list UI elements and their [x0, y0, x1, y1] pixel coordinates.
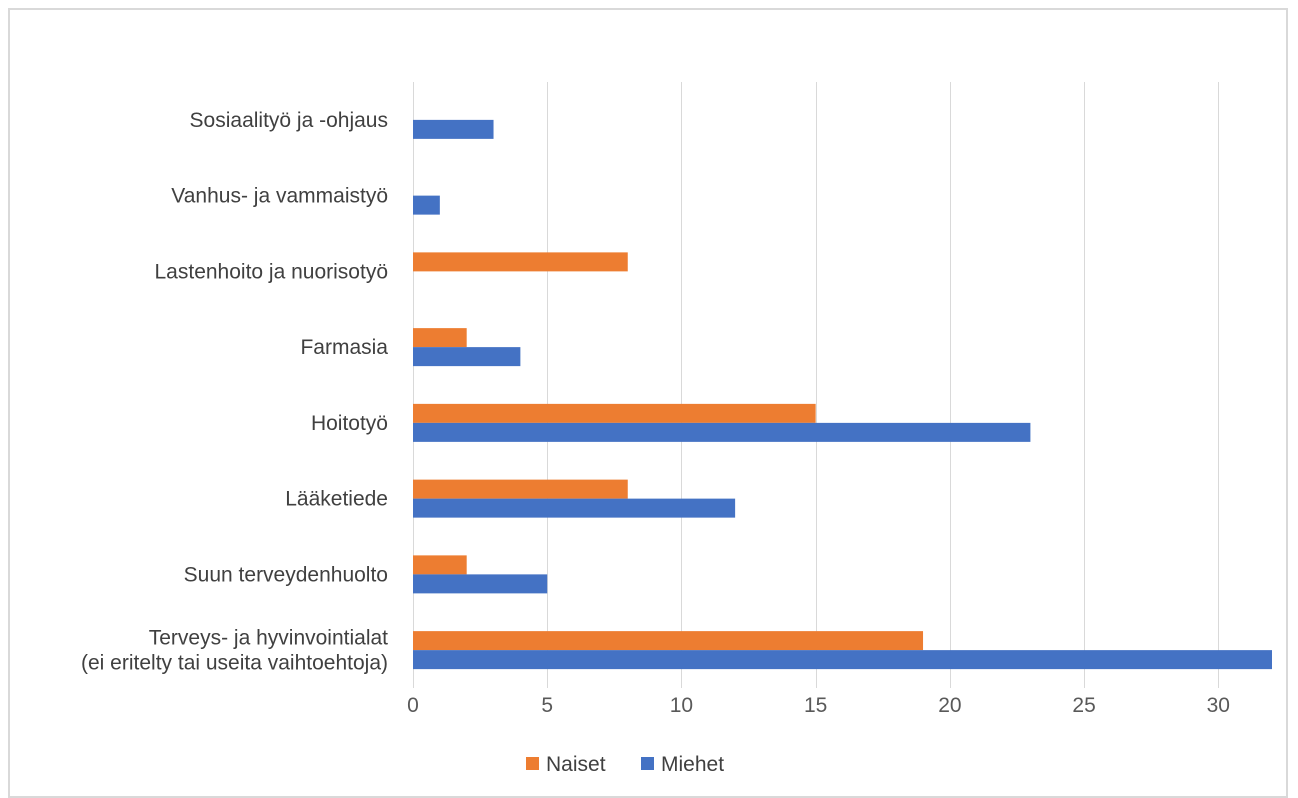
bar-miehet-6 [413, 574, 548, 594]
category-label: Terveys- ja hyvinvointialat [149, 627, 388, 650]
bar-naiset-4 [413, 403, 816, 423]
legend-label-miehet: Miehet [661, 753, 724, 776]
category-label: Farmasia [300, 336, 388, 359]
bar-miehet-7 [413, 650, 1272, 670]
bar-naiset-3 [413, 328, 467, 348]
bar-miehet-0 [413, 119, 494, 139]
legend-swatch-miehet [641, 757, 654, 770]
x-tick-labels: 0 5 10 15 20 25 30 [407, 694, 1230, 717]
x-tick-label: 25 [1072, 694, 1095, 717]
x-tick-label: 10 [670, 694, 693, 717]
category-labels: Sosiaalityö ja -ohjaus Vanhus- ja vammais… [81, 109, 388, 675]
legend-label-naiset: Naiset [546, 753, 606, 776]
category-label: Suun terveydenhuolto [184, 563, 388, 586]
bar-naiset-7 [413, 631, 924, 651]
bar-naiset-2 [413, 252, 628, 272]
x-tick-label: 20 [938, 694, 961, 717]
category-label: Lääketiede [285, 488, 388, 511]
x-tick-label: 15 [804, 694, 827, 717]
bar-miehet-1 [413, 195, 440, 215]
bar-miehet-4 [413, 422, 1031, 442]
bar-naiset-5 [413, 479, 628, 499]
bar-miehet-3 [413, 347, 521, 367]
bars [413, 119, 1272, 670]
bar-miehet-5 [413, 498, 736, 518]
x-tick-label: 30 [1207, 694, 1230, 717]
legend-swatch-naiset [526, 757, 539, 770]
category-label: Sosiaalityö ja -ohjaus [190, 109, 388, 132]
category-label: Vanhus- ja vammaistyö [171, 185, 388, 208]
category-label: Lastenhoito ja nuorisotyö [155, 260, 389, 283]
x-tick-label: 5 [541, 694, 553, 717]
x-tick-label: 0 [407, 694, 419, 717]
legend: Naiset Miehet [526, 753, 724, 776]
bar-naiset-6 [413, 555, 467, 575]
category-label: Hoitotyö [311, 412, 388, 435]
gridlines [413, 82, 1219, 688]
category-label: (ei eritelty tai useita vaihtoehtoja) [81, 652, 388, 675]
